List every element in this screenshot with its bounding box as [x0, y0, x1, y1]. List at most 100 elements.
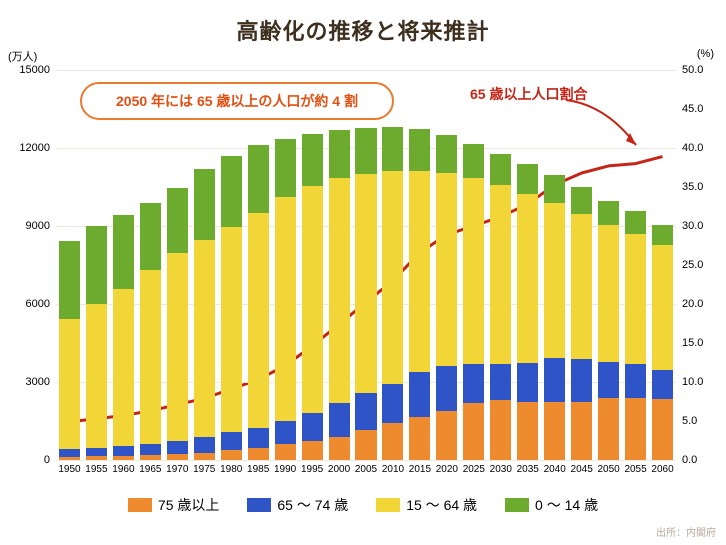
legend-label: 15 ～ 64 歳 [406, 495, 477, 515]
x-tick-label: 1990 [274, 464, 296, 475]
x-tick-label: 2015 [409, 464, 431, 475]
bar-segment-15_64 [221, 227, 242, 432]
bar-segment-65_74 [598, 362, 619, 398]
bar-segment-75plus [517, 402, 538, 461]
y1-tick-label: 12000 [19, 142, 50, 154]
bar-column [382, 127, 403, 460]
bar-segment-75plus [248, 448, 269, 460]
bar-segment-15_64 [275, 197, 296, 421]
y2-tick-label: 0.0 [682, 454, 697, 466]
bar-segment-15_64 [59, 319, 80, 450]
bar-segment-65_74 [490, 364, 511, 401]
bar-segment-75plus [275, 444, 296, 460]
x-tick-label: 1950 [58, 464, 80, 475]
bar-column [248, 145, 269, 460]
bar-segment-15_64 [625, 234, 646, 365]
bar-segment-0_14 [167, 188, 188, 254]
bar-column [302, 134, 323, 460]
bar-segment-0_14 [436, 135, 457, 173]
y1-tick-label: 15000 [19, 64, 50, 76]
bars-group [56, 70, 676, 460]
legend-item-65_74: 65 ～ 74 歳 [247, 495, 348, 515]
chart-container: 高齢化の推移と将来推計 (万人) (%) 0300060009000120001… [0, 0, 726, 545]
bar-segment-0_14 [194, 169, 215, 240]
y2-tick-label: 40.0 [682, 142, 703, 154]
y2-axis-unit: (%) [697, 48, 714, 60]
bar-segment-15_64 [652, 245, 673, 370]
x-tick-label: 2045 [571, 464, 593, 475]
y2-tick-label: 20.0 [682, 298, 703, 310]
bar-segment-65_74 [167, 441, 188, 455]
x-tick-label: 2025 [463, 464, 485, 475]
bar-segment-75plus [221, 450, 242, 460]
bar-segment-75plus [329, 437, 350, 460]
bar-segment-65_74 [409, 372, 430, 418]
bar-segment-75plus [140, 455, 161, 460]
bar-segment-0_14 [652, 225, 673, 246]
bar-segment-65_74 [571, 359, 592, 402]
bar-segment-75plus [302, 441, 323, 460]
bar-column [86, 226, 107, 460]
source-credit: 出所：内閣府 [656, 524, 716, 539]
legend-swatch-icon [128, 498, 152, 512]
bar-column [140, 203, 161, 460]
bar-segment-0_14 [517, 164, 538, 193]
bar-segment-0_14 [59, 241, 80, 318]
bar-segment-0_14 [463, 144, 484, 178]
x-tick-label: 2010 [382, 464, 404, 475]
bar-segment-15_64 [86, 304, 107, 448]
y2-tick-label: 50.0 [682, 64, 703, 76]
bar-segment-0_14 [302, 134, 323, 186]
x-tick-label: 1980 [220, 464, 242, 475]
x-tick-label: 2060 [651, 464, 673, 475]
bar-segment-75plus [382, 423, 403, 460]
bar-segment-65_74 [113, 446, 134, 456]
plot-area: 030006000900012000150000.05.010.015.020.… [56, 70, 676, 460]
legend: 75 歳以上65 ～ 74 歳15 ～ 64 歳0 ～ 14 歳 [0, 495, 726, 515]
bar-segment-0_14 [409, 129, 430, 170]
y2-tick-label: 35.0 [682, 181, 703, 193]
bar-segment-15_64 [140, 270, 161, 444]
bar-column [598, 201, 619, 460]
bar-segment-75plus [652, 399, 673, 460]
bar-segment-75plus [59, 457, 80, 460]
bar-segment-65_74 [275, 421, 296, 444]
bar-segment-75plus [167, 454, 188, 460]
callout-text: 2050 年には 65 歳以上の人口が約 4 割 [116, 91, 358, 111]
bar-segment-65_74 [382, 384, 403, 424]
y1-tick-label: 3000 [26, 376, 50, 388]
legend-swatch-icon [505, 498, 529, 512]
x-tick-label: 1955 [85, 464, 107, 475]
bar-segment-65_74 [355, 393, 376, 430]
line-series-label: 65 歳以上人口割合 [470, 84, 587, 104]
bar-column [490, 154, 511, 460]
bar-column [517, 164, 538, 460]
legend-swatch-icon [247, 498, 271, 512]
bar-column [463, 144, 484, 460]
x-tick-label: 2055 [624, 464, 646, 475]
bar-segment-0_14 [571, 187, 592, 213]
y2-tick-label: 45.0 [682, 103, 703, 115]
bar-segment-0_14 [625, 211, 646, 233]
bar-segment-65_74 [194, 437, 215, 453]
bar-segment-75plus [355, 430, 376, 460]
bar-segment-65_74 [140, 444, 161, 455]
x-tick-label: 2030 [490, 464, 512, 475]
legend-item-15_64: 15 ～ 64 歳 [376, 495, 477, 515]
y2-tick-label: 25.0 [682, 259, 703, 271]
bar-segment-0_14 [140, 203, 161, 269]
bar-column [409, 129, 430, 460]
y1-axis-unit: (万人) [8, 48, 37, 64]
bar-segment-65_74 [517, 363, 538, 402]
x-tick-label: 1985 [247, 464, 269, 475]
bar-segment-0_14 [382, 127, 403, 171]
bar-segment-75plus [544, 402, 565, 460]
y2-tick-label: 10.0 [682, 376, 703, 388]
bar-segment-15_64 [544, 203, 565, 358]
bar-segment-15_64 [382, 171, 403, 383]
bar-segment-0_14 [544, 175, 565, 203]
x-tick-label: 2000 [328, 464, 350, 475]
bar-segment-15_64 [194, 240, 215, 437]
y1-tick-label: 9000 [26, 220, 50, 232]
bar-segment-75plus [463, 403, 484, 460]
